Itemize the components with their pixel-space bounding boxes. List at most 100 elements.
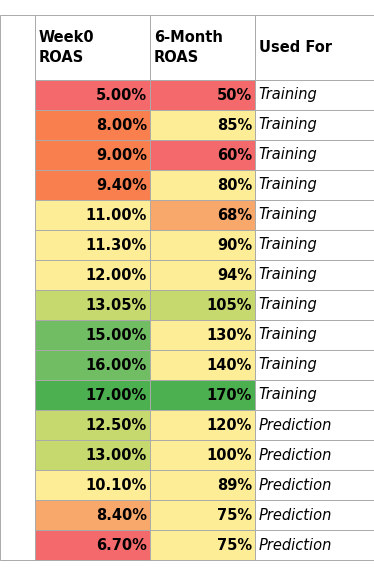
Text: 6-Month
ROAS: 6-Month ROAS [154, 30, 223, 65]
FancyBboxPatch shape [35, 15, 150, 80]
FancyBboxPatch shape [35, 440, 150, 470]
Text: Training: Training [259, 237, 318, 252]
Text: 105%: 105% [206, 297, 252, 312]
FancyBboxPatch shape [35, 410, 150, 440]
FancyBboxPatch shape [150, 500, 255, 530]
FancyBboxPatch shape [150, 440, 255, 470]
Text: 85%: 85% [217, 118, 252, 132]
FancyBboxPatch shape [0, 15, 35, 560]
FancyBboxPatch shape [150, 530, 255, 560]
Text: 75%: 75% [217, 507, 252, 522]
FancyBboxPatch shape [255, 500, 374, 530]
Text: 9.00%: 9.00% [96, 147, 147, 163]
FancyBboxPatch shape [150, 320, 255, 350]
Text: 90%: 90% [217, 237, 252, 252]
Text: 100%: 100% [206, 448, 252, 462]
FancyBboxPatch shape [150, 410, 255, 440]
Text: 75%: 75% [217, 538, 252, 553]
Text: 8.00%: 8.00% [96, 118, 147, 132]
FancyBboxPatch shape [150, 290, 255, 320]
FancyBboxPatch shape [150, 260, 255, 290]
FancyBboxPatch shape [255, 110, 374, 140]
Text: Prediction: Prediction [259, 538, 332, 553]
Text: 16.00%: 16.00% [86, 357, 147, 373]
Text: 140%: 140% [206, 357, 252, 373]
Text: 8.40%: 8.40% [96, 507, 147, 522]
FancyBboxPatch shape [255, 200, 374, 230]
FancyBboxPatch shape [150, 200, 255, 230]
Text: Training: Training [259, 177, 318, 192]
Text: Prediction: Prediction [259, 417, 332, 433]
FancyBboxPatch shape [255, 470, 374, 500]
FancyBboxPatch shape [35, 170, 150, 200]
Text: 50%: 50% [217, 87, 252, 103]
FancyBboxPatch shape [255, 15, 374, 80]
FancyBboxPatch shape [255, 530, 374, 560]
FancyBboxPatch shape [35, 140, 150, 170]
Text: 12.00%: 12.00% [86, 268, 147, 283]
FancyBboxPatch shape [35, 230, 150, 260]
Text: Training: Training [259, 118, 318, 132]
FancyBboxPatch shape [35, 530, 150, 560]
FancyBboxPatch shape [150, 140, 255, 170]
FancyBboxPatch shape [255, 440, 374, 470]
FancyBboxPatch shape [35, 350, 150, 380]
Text: Training: Training [259, 388, 318, 402]
Text: 17.00%: 17.00% [86, 388, 147, 402]
FancyBboxPatch shape [255, 320, 374, 350]
Text: 12.50%: 12.50% [86, 417, 147, 433]
FancyBboxPatch shape [35, 500, 150, 530]
FancyBboxPatch shape [35, 470, 150, 500]
Text: 13.05%: 13.05% [86, 297, 147, 312]
Text: 80%: 80% [217, 177, 252, 192]
Text: 94%: 94% [217, 268, 252, 283]
FancyBboxPatch shape [255, 410, 374, 440]
Text: Prediction: Prediction [259, 448, 332, 462]
FancyBboxPatch shape [150, 80, 255, 110]
Text: 6.70%: 6.70% [96, 538, 147, 553]
Text: 9.40%: 9.40% [96, 177, 147, 192]
FancyBboxPatch shape [255, 170, 374, 200]
Text: Training: Training [259, 357, 318, 373]
Text: 68%: 68% [217, 208, 252, 223]
FancyBboxPatch shape [150, 170, 255, 200]
FancyBboxPatch shape [255, 380, 374, 410]
Text: Prediction: Prediction [259, 507, 332, 522]
FancyBboxPatch shape [255, 260, 374, 290]
FancyBboxPatch shape [35, 380, 150, 410]
Text: 89%: 89% [217, 477, 252, 493]
Text: Training: Training [259, 147, 318, 163]
FancyBboxPatch shape [150, 470, 255, 500]
FancyBboxPatch shape [255, 290, 374, 320]
FancyBboxPatch shape [35, 260, 150, 290]
Text: 13.00%: 13.00% [86, 448, 147, 462]
Text: 120%: 120% [206, 417, 252, 433]
FancyBboxPatch shape [150, 110, 255, 140]
Text: 60%: 60% [217, 147, 252, 163]
Text: 15.00%: 15.00% [86, 328, 147, 342]
Text: 170%: 170% [206, 388, 252, 402]
FancyBboxPatch shape [150, 15, 255, 80]
Text: Prediction: Prediction [259, 477, 332, 493]
Text: Training: Training [259, 208, 318, 223]
Text: Training: Training [259, 297, 318, 312]
FancyBboxPatch shape [35, 80, 150, 110]
Text: 5.00%: 5.00% [96, 87, 147, 103]
Text: 11.30%: 11.30% [86, 237, 147, 252]
FancyBboxPatch shape [255, 140, 374, 170]
FancyBboxPatch shape [255, 350, 374, 380]
Text: 130%: 130% [206, 328, 252, 342]
FancyBboxPatch shape [35, 110, 150, 140]
FancyBboxPatch shape [255, 230, 374, 260]
FancyBboxPatch shape [35, 320, 150, 350]
Text: Week0
ROAS: Week0 ROAS [39, 30, 94, 65]
Text: Used For: Used For [259, 40, 332, 55]
FancyBboxPatch shape [150, 230, 255, 260]
FancyBboxPatch shape [150, 350, 255, 380]
FancyBboxPatch shape [255, 80, 374, 110]
Text: Training: Training [259, 87, 318, 103]
FancyBboxPatch shape [35, 200, 150, 230]
FancyBboxPatch shape [150, 380, 255, 410]
FancyBboxPatch shape [35, 290, 150, 320]
Text: Training: Training [259, 268, 318, 283]
